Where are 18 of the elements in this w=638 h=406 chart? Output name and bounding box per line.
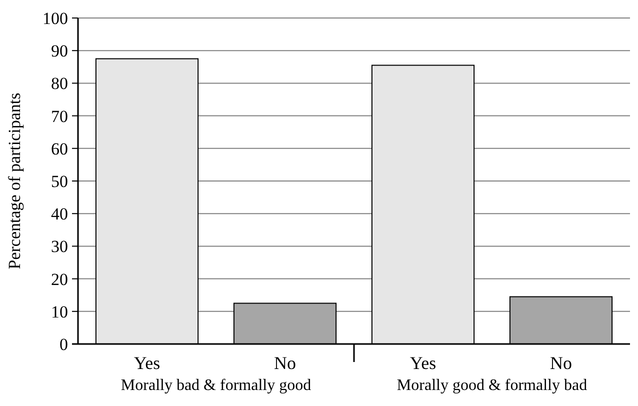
y-tick-label: 10 xyxy=(51,302,68,322)
y-tick-label: 70 xyxy=(51,106,68,126)
y-tick-label: 0 xyxy=(60,334,68,354)
y-tick-label: 20 xyxy=(51,270,68,289)
y-tick-label: 100 xyxy=(42,8,68,28)
x-tick-label: No xyxy=(274,353,296,373)
text: Morally good & formally bad xyxy=(396,377,588,394)
x-tick-label: Yes xyxy=(410,353,436,373)
x-tick-label: No xyxy=(550,353,572,373)
y-tick-label: 90 xyxy=(51,42,68,61)
text: Morally bad & formally good xyxy=(120,377,312,394)
y-tick-label: 50 xyxy=(51,172,68,191)
y-tick-label: 60 xyxy=(51,139,68,158)
y-axis-title: Percentage of participants xyxy=(5,92,24,270)
y-tick-label: 80 xyxy=(51,74,68,94)
y-tick-label: 40 xyxy=(51,204,68,224)
y-tick-label: 30 xyxy=(51,237,68,256)
x-tick-label: Yes xyxy=(134,353,160,373)
